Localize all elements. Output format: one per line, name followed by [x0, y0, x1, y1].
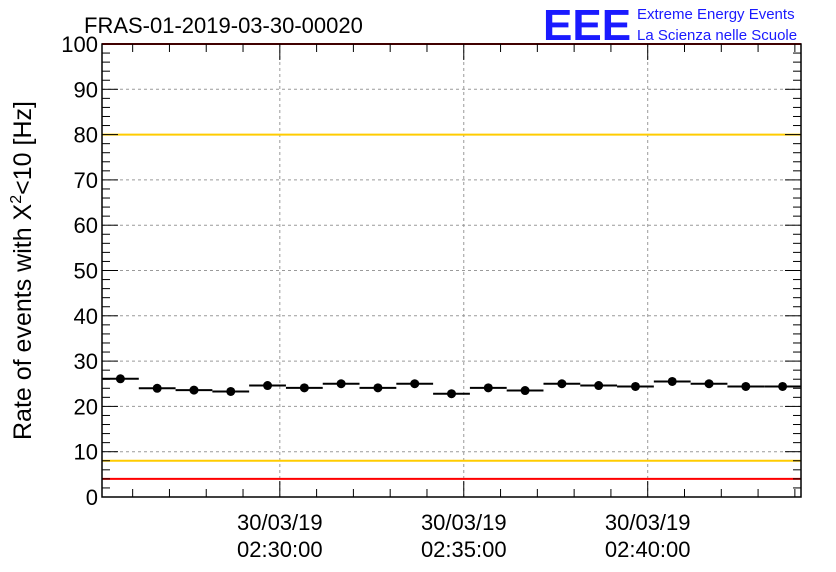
data-point — [520, 386, 530, 396]
y-tick-label: 100 — [61, 32, 98, 57]
y-tick-label: 10 — [74, 440, 98, 465]
data-point — [226, 386, 236, 396]
x-tick-time: 02:30:00 — [237, 537, 323, 562]
data-point — [667, 376, 677, 386]
grid — [102, 44, 801, 497]
axes — [101, 43, 802, 498]
y-tick-label: 60 — [74, 213, 98, 238]
eee-logo: EEE Extreme Energy Events La Scienza nel… — [543, 1, 797, 50]
data-point — [557, 379, 567, 389]
x-tick-date: 30/03/19 — [605, 510, 691, 535]
x-tick-date: 30/03/19 — [237, 510, 323, 535]
data-point — [447, 389, 456, 399]
data-point — [299, 383, 309, 393]
y-tick-label: 70 — [74, 168, 98, 193]
data-point — [373, 383, 383, 393]
reference-lines — [102, 43, 801, 480]
y-axis-label: Rate of events with X2<10 [Hz] — [8, 101, 37, 440]
y-tick-label: 90 — [74, 77, 98, 102]
data-point — [483, 383, 493, 393]
y-tick-label: 40 — [74, 304, 98, 329]
data-point — [336, 379, 346, 389]
data-point — [189, 385, 199, 395]
y-tick-label: 0 — [86, 485, 98, 510]
data-point — [778, 381, 788, 391]
data-point — [704, 379, 714, 389]
data-point — [741, 381, 751, 391]
x-tick-time: 02:35:00 — [421, 537, 507, 562]
data-point — [263, 381, 273, 391]
y-axis-label-tail: <10 [Hz] — [9, 101, 37, 195]
data-point — [115, 374, 125, 384]
x-tick-time: 02:40:00 — [605, 537, 691, 562]
data-point — [152, 383, 162, 393]
logo-line1: Extreme Energy Events — [637, 6, 795, 23]
data-point — [630, 381, 640, 391]
y-axis-label-main: Rate of events with X — [9, 203, 37, 440]
x-tick-date: 30/03/19 — [421, 510, 507, 535]
y-tick-label: 30 — [74, 349, 98, 374]
y-tick-label: 50 — [74, 259, 98, 284]
y-tick-label: 20 — [74, 394, 98, 419]
y-axis-label-sup: 2 — [8, 195, 25, 204]
data-points — [102, 374, 801, 399]
y-tick-label: 80 — [74, 123, 98, 148]
data-point — [594, 381, 604, 391]
y-tick-labels: 0 10 20 30 40 50 60 70 80 90 100 — [61, 32, 98, 510]
data-point — [410, 379, 420, 389]
logo-line2: La Scienza nelle Scuole — [637, 27, 797, 44]
logo-mark: EEE — [543, 1, 631, 50]
x-tick-labels: 30/03/1902:30:0030/03/1902:35:0030/03/19… — [237, 510, 691, 562]
chart-title: FRAS-01-2019-03-30-00020 — [84, 13, 363, 38]
